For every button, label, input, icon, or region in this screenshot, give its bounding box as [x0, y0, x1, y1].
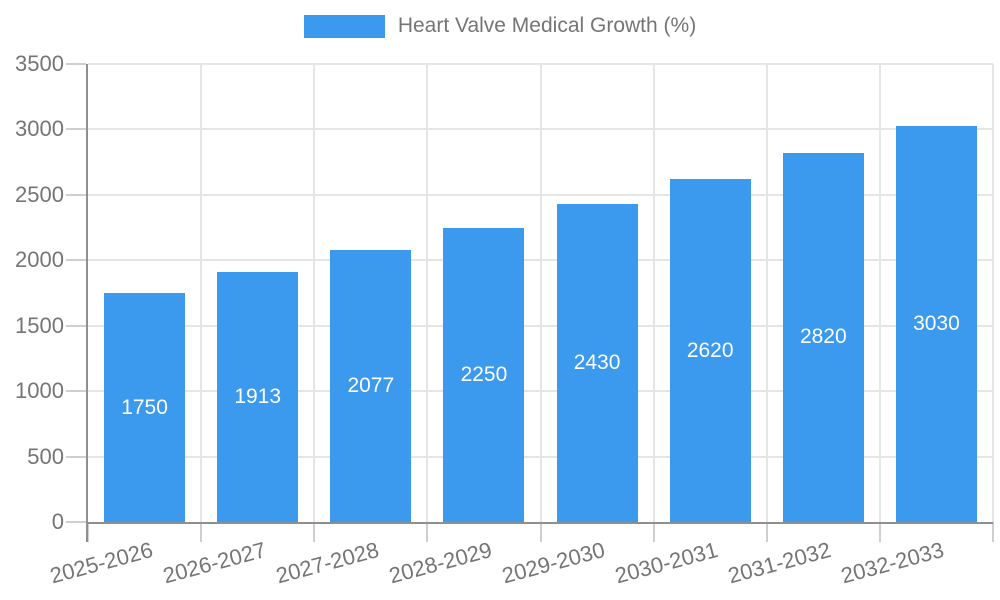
x-gridline: [539, 64, 542, 522]
y-tick-mark: [66, 521, 86, 523]
y-tick-label: 2000: [15, 247, 64, 273]
bar-value-label: 1913: [234, 384, 282, 408]
x-tick-mark: [426, 522, 429, 542]
bar[interactable]: 2077: [330, 250, 412, 522]
x-tick-mark: [87, 522, 89, 542]
x-tick-mark: [765, 522, 768, 542]
bar-value-label: 2820: [799, 325, 847, 349]
bar[interactable]: 1750: [104, 293, 186, 522]
x-tick-mark: [992, 522, 994, 542]
bar[interactable]: 1913: [217, 271, 299, 522]
legend-swatch-icon: [303, 14, 385, 38]
bar[interactable]: 2250: [443, 227, 525, 522]
x-tick-mark: [200, 522, 203, 542]
y-tick-label: 3500: [15, 51, 64, 76]
bar-value-label: 2250: [460, 362, 508, 386]
y-axis-line: [86, 64, 88, 542]
x-tick-mark: [539, 522, 542, 542]
x-gridline: [765, 64, 768, 522]
y-tick-label: 3000: [15, 116, 64, 142]
y-tick-mark: [66, 193, 86, 196]
x-tick-mark: [878, 522, 881, 542]
y-tick-mark: [66, 128, 86, 131]
x-gridline: [992, 64, 994, 522]
x-gridline: [878, 64, 881, 522]
bar-value-label: 2620: [686, 338, 734, 362]
legend-label: Heart Valve Medical Growth (%): [397, 14, 697, 37]
legend-item[interactable]: Heart Valve Medical Growth (%): [0, 14, 1000, 38]
bar[interactable]: 3030: [895, 125, 977, 522]
x-tick-mark: [313, 522, 316, 542]
bar[interactable]: 2620: [669, 179, 751, 522]
y-tick-label: 500: [27, 443, 64, 469]
x-gridline: [313, 64, 316, 522]
y-tick-label: 2500: [15, 181, 64, 207]
x-tick-mark: [652, 522, 655, 542]
bar-value-label: 3030: [913, 311, 960, 335]
y-tick-mark: [66, 259, 86, 262]
y-tick-mark: [66, 390, 86, 393]
bar-value-label: 2430: [573, 351, 621, 374]
y-tick-label: 1500: [15, 312, 64, 338]
y-tick-mark: [66, 63, 86, 65]
bar[interactable]: 2430: [556, 204, 638, 522]
y-tick-mark: [66, 324, 86, 327]
y-tick-label: 1000: [15, 378, 64, 404]
x-gridline: [426, 64, 429, 522]
bar-value-label: 1750: [121, 395, 168, 419]
y-tick-mark: [66, 455, 86, 458]
x-axis-line: [86, 522, 993, 524]
x-gridline: [652, 64, 655, 522]
bar-value-label: 2077: [347, 374, 395, 398]
y-tick-label: 0: [51, 509, 64, 534]
bar[interactable]: 2820: [782, 152, 864, 522]
x-gridline: [200, 64, 203, 522]
